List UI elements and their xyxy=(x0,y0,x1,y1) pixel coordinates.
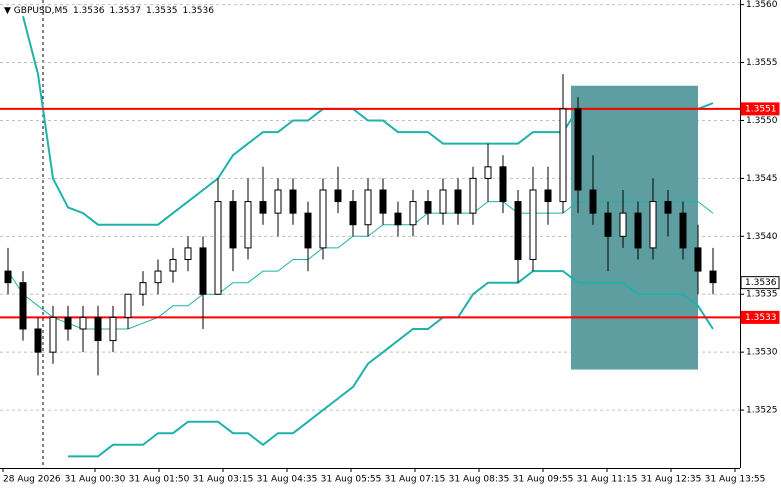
x-tick-label: 31 Aug 00:30 xyxy=(65,475,126,485)
candle-body xyxy=(349,201,357,226)
chart-header: ▼ GBPUSD,M5 1.3536 1.3537 1.3535 1.3536 xyxy=(4,6,214,16)
candle-body xyxy=(259,201,267,214)
candle-body xyxy=(154,270,162,284)
header-ohlc: 1.3535 xyxy=(146,6,178,16)
y-tick-label: 1.3540 xyxy=(746,232,778,242)
candle-body xyxy=(664,201,672,214)
x-tick-label: 31 Aug 13:55 xyxy=(705,475,766,485)
candle-body xyxy=(409,201,417,226)
candle-body xyxy=(394,212,402,226)
candle-body xyxy=(244,201,252,249)
x-tick-label: 31 Aug 07:15 xyxy=(385,475,446,485)
candle-body xyxy=(229,201,237,249)
y-tick-label: 1.3545 xyxy=(746,174,778,184)
band-lower xyxy=(68,270,714,458)
candle-body xyxy=(4,270,12,284)
candle-body xyxy=(109,316,117,342)
x-tick-label: 31 Aug 08:35 xyxy=(449,475,510,485)
candle-body xyxy=(604,212,612,237)
x-tick-label: 31 Aug 11:15 xyxy=(577,475,638,485)
x-tick-label: 28 Aug 2026 xyxy=(3,475,61,485)
candle-body xyxy=(529,189,537,260)
x-tick-label: 31 Aug 01:50 xyxy=(129,475,190,485)
x-tick-label: 31 Aug 05:55 xyxy=(321,475,382,485)
candle-body xyxy=(64,316,72,330)
level-label: 1.3533 xyxy=(745,313,777,323)
candle-body xyxy=(124,293,132,318)
candle-body xyxy=(439,189,447,214)
y-tick-label: 1.3535 xyxy=(746,290,778,300)
level-label-bg xyxy=(740,310,780,324)
candle-body xyxy=(49,316,57,353)
header-ohlc: 1.3536 xyxy=(73,6,105,16)
candle-body xyxy=(469,177,477,214)
candle-body xyxy=(274,189,282,214)
candle-body xyxy=(289,189,297,214)
y-tick-label: 1.3560 xyxy=(746,0,778,10)
y-tick-label: 1.3555 xyxy=(746,58,778,68)
candle-body xyxy=(34,328,42,353)
candle-body xyxy=(619,212,627,237)
y-tick-label: 1.3525 xyxy=(746,406,778,416)
candle-body xyxy=(214,201,222,295)
x-tick-label: 31 Aug 12:35 xyxy=(641,475,702,485)
candle-body xyxy=(694,247,702,272)
header-triangle: ▼ xyxy=(4,6,14,16)
x-tick-label: 31 Aug 09:55 xyxy=(513,475,574,485)
header-ohlc: 1.3536 xyxy=(182,6,214,16)
candle-body xyxy=(514,201,522,260)
candle-body xyxy=(454,189,462,214)
level-label-bg xyxy=(740,102,780,116)
current-price-bg xyxy=(740,276,780,290)
candle-body xyxy=(184,247,192,260)
candle-body xyxy=(649,201,657,249)
candle-body xyxy=(424,201,432,214)
y-tick-label: 1.3530 xyxy=(746,348,778,358)
candle-body xyxy=(169,258,177,272)
candle-body xyxy=(589,189,597,214)
candle-body xyxy=(94,316,102,342)
candle-body xyxy=(79,316,87,330)
candle-body xyxy=(574,108,582,191)
y-tick-label: 1.3550 xyxy=(746,116,778,126)
candle-body xyxy=(139,282,147,295)
candle-body xyxy=(634,212,642,249)
candle-body xyxy=(484,166,492,179)
header-symbol: GBPUSD,M5 xyxy=(14,6,68,16)
candle-body xyxy=(199,247,207,295)
x-tick-label: 31 Aug 03:15 xyxy=(193,475,254,485)
candle-body xyxy=(19,282,27,330)
candle-body xyxy=(304,212,312,249)
candle-body xyxy=(499,166,507,203)
candle-body xyxy=(364,189,372,226)
candle-body xyxy=(319,189,327,249)
candle-body xyxy=(709,270,717,284)
header-ohlc: 1.3537 xyxy=(109,6,141,16)
x-tick-label: 31 Aug 04:35 xyxy=(257,475,318,485)
candle-body xyxy=(559,108,567,203)
current-price: 1.3536 xyxy=(745,278,777,288)
level-label: 1.3551 xyxy=(745,104,777,114)
candle-body xyxy=(679,212,687,249)
candle-body xyxy=(379,189,387,214)
candle-body xyxy=(334,189,342,203)
candle-body xyxy=(544,189,552,203)
